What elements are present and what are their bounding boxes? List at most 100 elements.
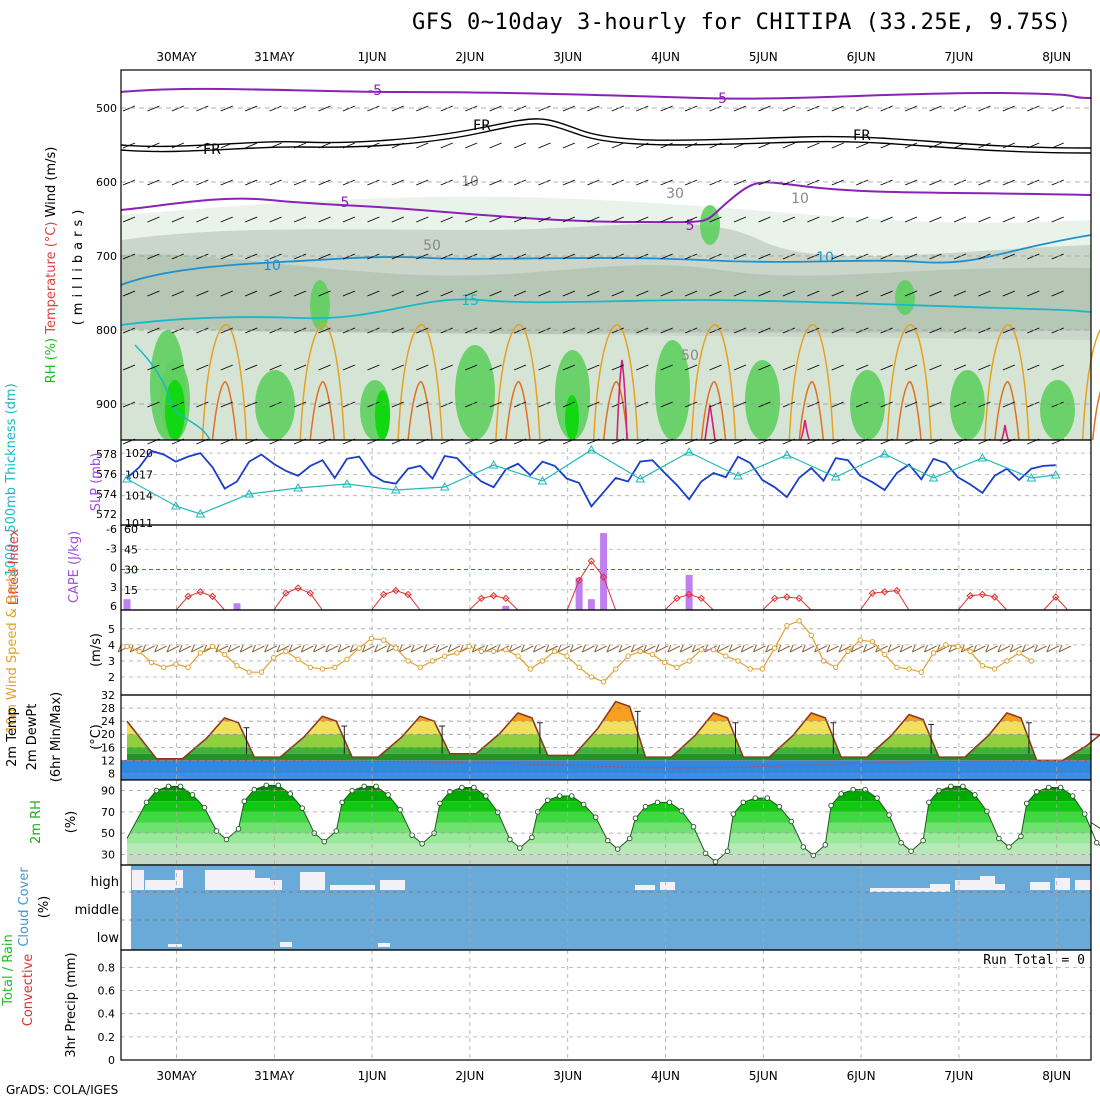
rh-marker <box>810 852 817 859</box>
wind-barb <box>660 105 673 112</box>
wind-barb <box>391 253 405 260</box>
rh-marker <box>724 848 731 854</box>
wind-barb <box>342 253 356 260</box>
wind-barb-10m <box>667 645 681 653</box>
thickness-marker <box>782 449 792 459</box>
rh-marker <box>920 837 926 844</box>
li-marker <box>282 589 290 597</box>
wind-barb <box>978 216 991 223</box>
li-marker <box>685 590 693 599</box>
rh-marker <box>1006 844 1012 850</box>
wind-barb <box>856 179 869 186</box>
date-label-top: 6JUN <box>847 50 876 64</box>
rh-marker <box>614 846 621 852</box>
wind-speed-marker <box>796 618 802 624</box>
wind-barb <box>440 327 453 334</box>
wind-barb <box>904 105 918 112</box>
wind-barb <box>904 216 918 223</box>
rh-marker <box>495 809 501 816</box>
thickness-marker <box>171 500 181 510</box>
rh-marker <box>1093 839 1100 846</box>
wind-barb <box>122 364 136 371</box>
wind-barb <box>636 364 649 371</box>
wind-barb <box>660 142 673 149</box>
wind-barb <box>318 142 331 149</box>
wind-barb <box>782 253 796 260</box>
li-marker <box>489 592 498 600</box>
wind-barb <box>1027 105 1040 112</box>
contour-label: 5 <box>341 195 350 211</box>
temp-contour-20 <box>1081 329 1100 441</box>
temp-tick: 8 <box>108 767 115 780</box>
wind-barb <box>147 105 160 112</box>
rh-marker <box>529 834 535 841</box>
wind-barb <box>1051 401 1064 408</box>
wind-speed-marker <box>820 658 827 664</box>
wind-barb <box>733 105 747 112</box>
rh-marker <box>626 835 633 842</box>
rh-marker <box>580 801 587 808</box>
wind-barb <box>660 401 673 408</box>
wind-barb <box>196 364 209 371</box>
wind-barb <box>636 253 649 260</box>
wind-barb <box>367 179 380 186</box>
temp-tick: 24 <box>101 715 115 728</box>
wind-barb <box>416 179 429 186</box>
rh-marker <box>339 799 345 806</box>
wind-barb <box>709 290 722 297</box>
wind-speed-marker <box>637 648 643 655</box>
wind-barb <box>171 364 185 371</box>
wind-barb-10m <box>435 645 448 653</box>
wind-barb <box>880 364 893 371</box>
contour-label: 50 <box>423 238 441 254</box>
date-label-bottom: 3JUN <box>553 1069 582 1083</box>
wind-barb <box>953 179 967 186</box>
wind-barb <box>538 142 551 149</box>
rh-moist-patch <box>700 205 720 245</box>
rh-marker <box>764 795 771 801</box>
li-tick: 0 <box>110 562 117 575</box>
wind-barb <box>807 142 820 149</box>
wind-barb-10m <box>508 645 522 653</box>
wind-barb <box>147 364 160 371</box>
wind-barb-feather <box>728 644 733 653</box>
wind-barb-10m <box>398 645 412 653</box>
wind-speed-marker <box>710 646 717 653</box>
wind-barb-10m <box>227 645 241 653</box>
li-marker <box>868 589 877 597</box>
wind-barb <box>220 401 233 408</box>
wind-barb <box>220 105 233 112</box>
wind-barb <box>196 179 209 186</box>
thickness-marker <box>586 444 597 454</box>
thickness-marker <box>830 471 841 481</box>
rh-marker <box>201 804 208 811</box>
wind-barb <box>122 290 136 297</box>
thickness-marker <box>977 452 988 462</box>
wind-tick: 3 <box>108 655 115 668</box>
wind-barb <box>758 290 771 297</box>
wind-speed-marker <box>845 648 851 655</box>
wind-barb <box>953 216 967 223</box>
wind-barb <box>1027 290 1040 297</box>
wind-speed-marker <box>417 664 423 671</box>
wind-barb <box>416 253 429 260</box>
rh-moist-patch <box>455 345 495 440</box>
wind-speed-marker <box>808 632 815 638</box>
wind-barb <box>342 142 356 149</box>
wind-barb <box>587 253 600 260</box>
wind-barb <box>147 253 160 260</box>
thickness-marker <box>1050 469 1061 479</box>
wind-barb-10m <box>789 645 803 653</box>
wind-speed-marker <box>490 648 497 655</box>
wind-barb <box>293 142 307 149</box>
wind-barb <box>391 327 405 334</box>
wind-barb <box>904 253 918 260</box>
wind-speed-marker <box>173 661 179 667</box>
wind-barb <box>831 364 844 371</box>
wind-barb <box>758 216 771 223</box>
wind-speed-marker <box>136 648 142 655</box>
wind-speed-marker <box>344 656 350 663</box>
wind-barb-10m <box>129 645 143 653</box>
wind-barb <box>196 105 209 112</box>
wind-barb <box>758 105 771 112</box>
